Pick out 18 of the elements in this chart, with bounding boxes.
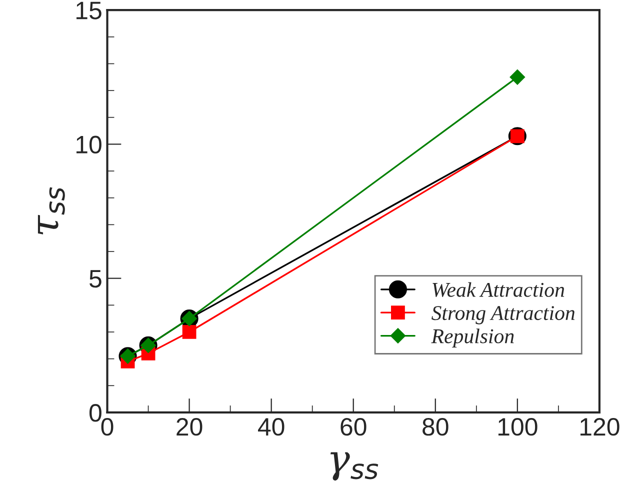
legend-label: Repulsion <box>431 328 514 348</box>
y-tick-label: 5 <box>90 270 102 288</box>
y-tick-label: 10 <box>76 136 102 154</box>
x-tick-label: 80 <box>422 418 448 436</box>
y-tick-label: 15 <box>76 2 102 20</box>
x-tick-label: 0 <box>101 418 114 436</box>
x-tick-label: 40 <box>258 418 284 436</box>
point <box>182 325 196 339</box>
x-axis-title: γ$_{ss}$ <box>330 452 378 481</box>
x-tick-label: 100 <box>498 418 538 436</box>
x-tick-label: 20 <box>176 418 202 436</box>
y-tick-label: 0 <box>89 404 102 422</box>
point <box>510 70 525 85</box>
y-axis-title: τ$_{ss}$ <box>38 187 65 234</box>
legend-label: Weak Attraction <box>432 282 564 298</box>
x-tick-label: 60 <box>340 418 366 436</box>
legend-label: Strong Attraction <box>432 306 575 324</box>
x-tick-label: 120 <box>580 418 620 436</box>
